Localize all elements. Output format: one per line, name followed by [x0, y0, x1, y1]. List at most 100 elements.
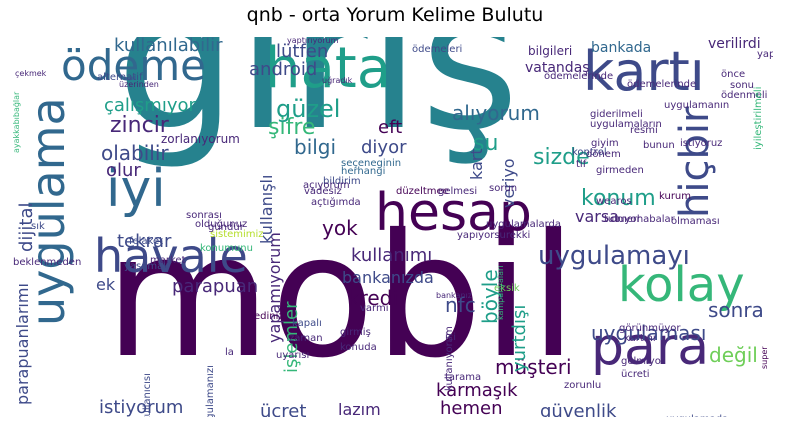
cloud-word: bunun [643, 140, 675, 151]
cloud-word: kredi [348, 286, 398, 310]
cloud-word: ödenmeli [721, 90, 768, 101]
cloud-word: android [249, 59, 318, 80]
cloud-word: ek [96, 275, 116, 294]
cloud-word: yaşamak [124, 261, 170, 272]
cloud-word: ödemeleri [412, 44, 463, 55]
cloud-word: market [150, 255, 186, 266]
cloud-word: yurtdışı [509, 304, 530, 372]
cloud-word: ödeme [61, 41, 206, 90]
cloud-word: uyarısı [276, 350, 310, 361]
cloud-word: la [225, 347, 234, 358]
cloud-word: eft [378, 117, 403, 138]
cloud-word: girmiş [340, 327, 371, 338]
cloud-word: sizde [533, 145, 590, 170]
cloud-word: felaket [129, 236, 164, 247]
cloud-word: kampanyaları [496, 265, 505, 320]
cloud-word: lazım [338, 400, 381, 418]
cloud-word: dönem [586, 149, 621, 160]
cloud-word: gelmesi [438, 186, 478, 197]
cloud-word: uygulamayı [538, 241, 690, 271]
cloud-word: istiyorum [99, 397, 184, 417]
cloud-word: konumunu [200, 243, 253, 254]
cloud-word: ayakkabıbağlar [13, 91, 21, 153]
cloud-word: mobil [105, 198, 577, 396]
cloud-word: içi [445, 332, 457, 343]
cloud-word: zaman [289, 333, 323, 344]
cloud-word: düzeltmee [396, 186, 449, 197]
cloud-word: değil [709, 343, 758, 367]
cloud-word: ediniz [254, 311, 284, 322]
cloud-word: zorunlu [564, 380, 602, 391]
cloud-word: yaptırıyorum [287, 37, 339, 45]
cloud-word: konuda [340, 342, 377, 353]
cloud-word: bankanızda [342, 268, 434, 287]
cloud-word: iyileştirilmeli [753, 86, 764, 150]
cloud-word: kullanılabilir [114, 37, 223, 56]
cloud-word: eksik [494, 283, 520, 294]
cloud-word: kontrol [572, 147, 607, 158]
cloud-word: hemen [440, 398, 503, 418]
cloud-word: iyi [106, 159, 166, 219]
cloud-word: tarama [445, 372, 482, 383]
cloud-word: merhabalar [617, 214, 675, 225]
cloud-word: kolay [618, 257, 745, 313]
cloud-word: ödemelerinde [627, 79, 697, 90]
cloud-word: parapuanlarımı [13, 283, 32, 405]
cloud-word: olmaması [671, 216, 720, 227]
cloud-word: bilgileri [528, 44, 573, 58]
cloud-word: yapılmalı [757, 49, 773, 60]
cloud-word: sık [31, 221, 45, 232]
cloud-word: uygulamaların [590, 119, 662, 130]
cloud-word: karmaşık [436, 380, 518, 401]
cloud-word: sonra [708, 298, 764, 322]
cloud-word: görünmüyor [619, 323, 681, 334]
cloud-word: havale [94, 229, 248, 283]
cloud-word: lütfen [276, 41, 329, 62]
cloud-word: hesap [375, 183, 532, 243]
cloud-word: tutuyor [604, 214, 641, 225]
cloud-word: uygulamanın [664, 100, 730, 111]
cloud-word: alternatif [97, 72, 143, 83]
cloud-word: istiyoruz [680, 138, 723, 149]
cloud-word: açıyorum [303, 180, 350, 191]
cloud-word: wearos [596, 196, 632, 207]
cloud-word: alıyorum [452, 101, 540, 125]
cloud-word: müşteri [495, 355, 572, 379]
cloud-word: sistemimiz [210, 229, 264, 240]
cloud-word: resmi [630, 125, 658, 136]
cloud-word: güzel [276, 95, 341, 123]
cloud-word: şifre [268, 115, 316, 140]
cloud-word: ücret [260, 401, 307, 418]
cloud-word: kartını [624, 333, 656, 344]
cloud-word: zincir [110, 113, 169, 138]
cloud-word: uğradık [322, 76, 353, 85]
cloud-word: nfc [445, 293, 476, 317]
cloud-word: gelmiyor [621, 356, 665, 367]
cloud-word: bilgi [294, 135, 337, 159]
cloud-word: zorlanıyorum [161, 132, 240, 146]
cloud-word: konum [581, 186, 656, 211]
cloud-word: olduğunuz [195, 219, 248, 230]
cloud-word: çekmek [15, 69, 47, 78]
cloud-word: sonu [730, 80, 755, 91]
cloud-word: gündür [208, 222, 244, 233]
cloud-word: tekrar [117, 231, 172, 252]
cloud-word: ödemelerinde [544, 71, 614, 82]
page-title: qnb - orta Yorum Kelime Bulutu [246, 4, 544, 26]
cloud-word: açtığımda [311, 197, 361, 208]
cloud-word: sorun [489, 183, 518, 194]
cloud-word: kullanıcısı [142, 373, 153, 417]
cloud-word: çalışmıyor [104, 95, 196, 116]
cloud-word: olur [106, 160, 141, 181]
cloud-word: uygulamanızı [205, 365, 216, 417]
cloud-word: sonrası [186, 210, 222, 221]
cloud-word: seçeneginin [341, 158, 402, 169]
cloud-word: kapalı [292, 318, 322, 329]
cloud-word: yok [322, 216, 358, 240]
cloud-word: bildirim [323, 176, 361, 187]
cloud-word: tlf [576, 159, 587, 170]
cloud-word: yapıyorsurekki [457, 230, 531, 241]
cloud-word: önce [721, 69, 746, 80]
cloud-word: giriş [116, 37, 520, 172]
cloud-word: olabilir [101, 141, 169, 165]
